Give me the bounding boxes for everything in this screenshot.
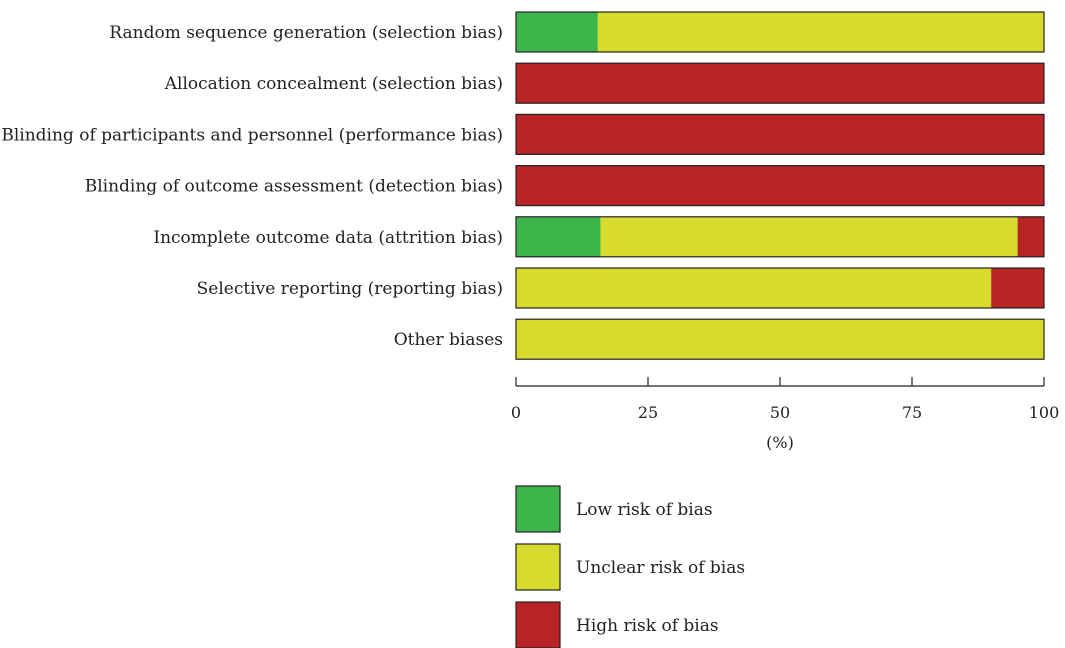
x-axis: 0 25 50 75 100 [511,377,1059,422]
bar-outline [515,165,1045,207]
bar-outline [515,216,1045,258]
bar-segment-unclear-risk-of-bias [516,319,1044,360]
bar-segment-high-risk-of-bias [1017,216,1044,257]
bar-row: Other biases [394,318,1045,360]
bar-outline [515,11,1045,53]
category-label: Other biases [394,330,503,350]
legend-item: Low risk of bias [515,485,713,533]
bar-outline [515,267,1045,309]
bar-segment-high-risk-of-bias [516,63,1044,104]
x-tick-label: 25 [638,403,658,422]
bar-outline [515,113,1045,156]
category-label: Incomplete outcome data (attrition bias) [153,228,503,248]
bar-segment-high-risk-of-bias [516,165,1044,206]
bar-segment-unclear-risk-of-bias [597,12,1044,52]
bar-segment-unclear-risk-of-bias [516,268,992,308]
x-tick-label: 100 [1029,403,1060,422]
x-axis-label: (%) [766,433,794,452]
legend: Low risk of bias Unclear risk of bias High… [515,485,745,648]
bar-rows: Random sequence generation (selection bi… [1,11,1045,360]
legend-item: Unclear risk of bias [515,543,745,591]
bar-segment-high-risk-of-bias [516,114,1044,155]
category-label: Blinding of participants and personnel (… [1,125,503,145]
bar-row: Blinding of participants and personnel (… [1,113,1045,156]
legend-label: Low risk of bias [576,500,713,520]
bar-outline [515,62,1045,104]
legend-label: Unclear risk of bias [576,558,745,578]
bar-row: Blinding of outcome assessment (detectio… [85,165,1045,207]
bar-segment-high-risk-of-bias [991,268,1044,308]
legend-swatch [515,543,561,591]
category-label: Allocation concealment (selection bias) [164,74,503,94]
bar-segment-low-risk-of-bias [516,12,598,52]
legend-label: High risk of bias [576,616,719,636]
category-label: Selective reporting (reporting bias) [197,279,503,299]
x-tick-label: 75 [902,403,922,422]
bar-segment-low-risk-of-bias [516,216,601,257]
legend-swatch [515,485,561,533]
legend-item: High risk of bias [515,601,719,648]
bar-segment-unclear-risk-of-bias [600,216,1018,257]
x-tick-label: 50 [770,403,790,422]
category-label: Random sequence generation (selection bi… [109,23,503,43]
bar-row: Incomplete outcome data (attrition bias) [153,216,1045,258]
legend-swatch [515,601,561,648]
x-tick-label: 0 [511,403,521,422]
bar-row: Random sequence generation (selection bi… [109,11,1045,53]
bar-outline [515,318,1045,360]
category-label: Blinding of outcome assessment (detectio… [85,177,503,197]
bar-row: Allocation concealment (selection bias) [164,62,1045,104]
bar-row: Selective reporting (reporting bias) [197,267,1045,309]
